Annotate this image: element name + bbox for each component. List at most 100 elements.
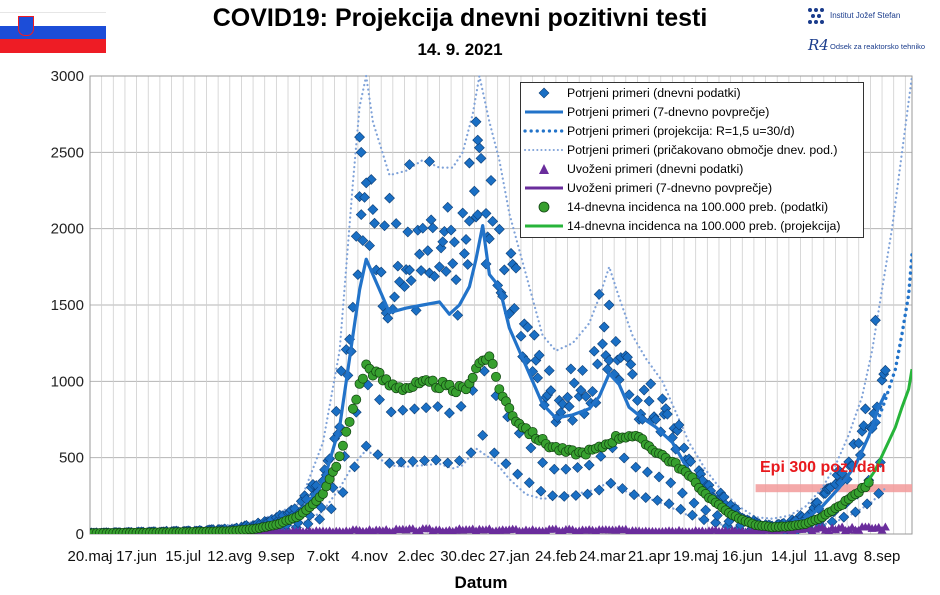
daily-case-diamond [850, 506, 861, 518]
daily-case-diamond [671, 425, 683, 436]
legend-label: Potrjeni primeri (projekcija: R=1,5 u=30… [567, 124, 795, 138]
legend-item-projection: Potrjeni primeri (projekcija: R=1,5 u=30… [521, 122, 865, 141]
daily-case-diamond [488, 447, 500, 459]
legend-item-incidence-proj: 14-dnevna incidenca na 100.000 preb. (pr… [521, 217, 865, 236]
legend-label: 14-dnevna incidenca na 100.000 preb. (pr… [567, 219, 841, 233]
daily-case-diamond [463, 157, 475, 169]
daily-case-diamond [700, 504, 712, 516]
daily-case-diamond [617, 483, 628, 494]
daily-case-diamond [335, 365, 347, 377]
legend-label: Potrjeni primeri (pričakovano območje dn… [567, 143, 838, 157]
ijs-logo: Institut Jožef Stefan [808, 6, 938, 28]
y-tick-label: 1000 [51, 373, 84, 390]
daily-case-diamond [475, 152, 487, 164]
daily-case-diamond [447, 258, 459, 269]
dept-logo-text: Odsek za reaktorsko tehniko [830, 42, 926, 51]
incidence-circle [357, 373, 368, 384]
daily-case-diamond [856, 425, 868, 437]
chart-subtitle: 14. 9. 2021 [417, 40, 503, 59]
incidence-circle [351, 394, 362, 405]
daily-case-diamond [873, 488, 885, 499]
daily-case-diamond [592, 358, 603, 370]
daily-case-diamond [443, 407, 455, 419]
daily-case-diamond [415, 265, 427, 276]
incidence-circle [337, 440, 348, 451]
x-tick-label: 16.jun [722, 548, 763, 565]
x-axis-label: Datum [455, 573, 508, 592]
x-tick-label: 4.nov [351, 548, 388, 565]
green-circle-icon [538, 201, 550, 213]
x-tick-label: 14.jul [771, 548, 807, 565]
y-tick-label: 3000 [51, 68, 84, 85]
daily-case-diamond [557, 398, 568, 410]
daily-case-diamond [405, 275, 417, 286]
daily-case-diamond [414, 248, 425, 260]
x-tick-label: 27.jan [489, 548, 530, 565]
daily-case-diamond [470, 116, 482, 128]
daily-case-diamond [665, 477, 677, 489]
daily-case-diamond [395, 456, 407, 468]
x-tick-label: 17.jun [116, 548, 157, 565]
daily-case-diamond [515, 330, 527, 342]
daily-case-diamond [686, 509, 698, 521]
daily-case-diamond [485, 174, 497, 186]
daily-case-diamond [355, 146, 367, 158]
daily-case-diamond [452, 309, 464, 321]
daily-case-diamond [510, 262, 522, 274]
daily-case-diamond [375, 266, 387, 278]
daily-case-diamond [623, 389, 635, 401]
institute-logos: Institut Jožef Stefan R4 Odsek za reakto… [808, 6, 938, 62]
daily-case-diamond [480, 207, 492, 219]
daily-case-diamond [457, 207, 469, 219]
incidence-projection-line [864, 368, 912, 486]
daily-case-diamond [448, 236, 460, 248]
daily-case-diamond [838, 511, 850, 523]
x-tick-label: 12.avg [207, 548, 252, 565]
daily-case-diamond [532, 372, 544, 384]
daily-case-diamond [349, 461, 360, 473]
daily-case-diamond [500, 458, 512, 470]
daily-case-diamond [473, 142, 485, 154]
x-tick-label: 20.maj [67, 548, 112, 565]
daily-case-diamond [355, 209, 367, 221]
daily-case-diamond [605, 477, 617, 489]
daily-case-diamond [389, 291, 400, 303]
daily-case-diamond [352, 269, 364, 281]
daily-case-diamond [610, 336, 622, 347]
daily-case-diamond [360, 440, 372, 452]
daily-case-diamond [548, 463, 560, 475]
legend-item-daily: Potrjeni primeri (dnevni podatki) [521, 84, 865, 103]
daily-case-diamond [630, 461, 642, 473]
daily-case-diamond [587, 386, 598, 397]
daily-case-diamond [876, 374, 888, 386]
daily-case-diamond [642, 466, 653, 478]
daily-case-diamond [458, 248, 470, 260]
projection-dotted-line [873, 252, 912, 429]
daily-case-diamond [382, 312, 394, 324]
daily-case-diamond [392, 260, 404, 272]
daily-case-diamond [562, 391, 573, 403]
daily-case-diamond [477, 429, 489, 441]
daily-case-diamond [357, 235, 369, 246]
daily-case-diamond [545, 385, 557, 397]
daily-case-diamond [385, 406, 397, 418]
ijs-dots-icon [808, 8, 828, 26]
daily-case-diamond [404, 159, 415, 170]
daily-case-diamond [565, 363, 577, 375]
legend-item-imported: Uvoženi primeri (dnevni podatki) [521, 160, 865, 179]
daily-case-diamond [528, 329, 540, 341]
incidence-circle [487, 358, 498, 369]
coat-of-arms-icon [18, 16, 34, 36]
daily-case-diamond [656, 393, 668, 405]
chart-title: COVID19: Projekcija dnevni pozitivni tes… [212, 4, 708, 32]
daily-case-diamond [547, 490, 559, 502]
dept-logo: R4 Odsek za reaktorsko tehniko [808, 36, 938, 58]
daily-case-diamond [663, 498, 675, 510]
daily-case-diamond [350, 230, 362, 242]
daily-case-diamond [487, 215, 499, 227]
daily-case-diamond [558, 490, 570, 502]
daily-case-diamond [462, 258, 474, 270]
y-tick-label: 2500 [51, 144, 84, 161]
daily-case-diamond [688, 497, 700, 509]
